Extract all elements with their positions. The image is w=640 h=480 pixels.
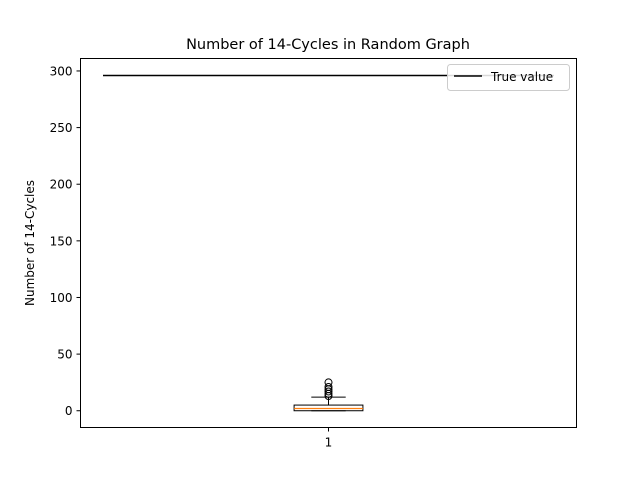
y-tick-label: 150: [50, 234, 73, 248]
outlier-point: [324, 382, 333, 391]
y-axis-label: Number of 14-Cycles: [23, 180, 37, 306]
legend-box: [447, 64, 570, 91]
plot-area: [80, 58, 577, 428]
y-tick-label: 0: [65, 404, 73, 418]
y-tick-label: 300: [50, 64, 73, 78]
x-tick-label: 1: [325, 436, 333, 450]
legend-label: True value: [490, 70, 553, 84]
chart-title: Number of 14-Cycles in Random Graph: [186, 37, 470, 53]
y-axis: 0 50 100 150 200 250 300: [50, 64, 81, 418]
y-tick-label: 100: [50, 291, 73, 305]
y-tick-label: 50: [57, 348, 72, 362]
outlier-point: [324, 378, 333, 387]
outlier-point: [324, 387, 333, 396]
y-tick-label: 250: [50, 121, 73, 135]
legend: True value: [447, 64, 570, 91]
y-tick-label: 200: [50, 178, 73, 192]
chart-marks: [103, 74, 554, 412]
x-axis: 1: [325, 427, 333, 450]
